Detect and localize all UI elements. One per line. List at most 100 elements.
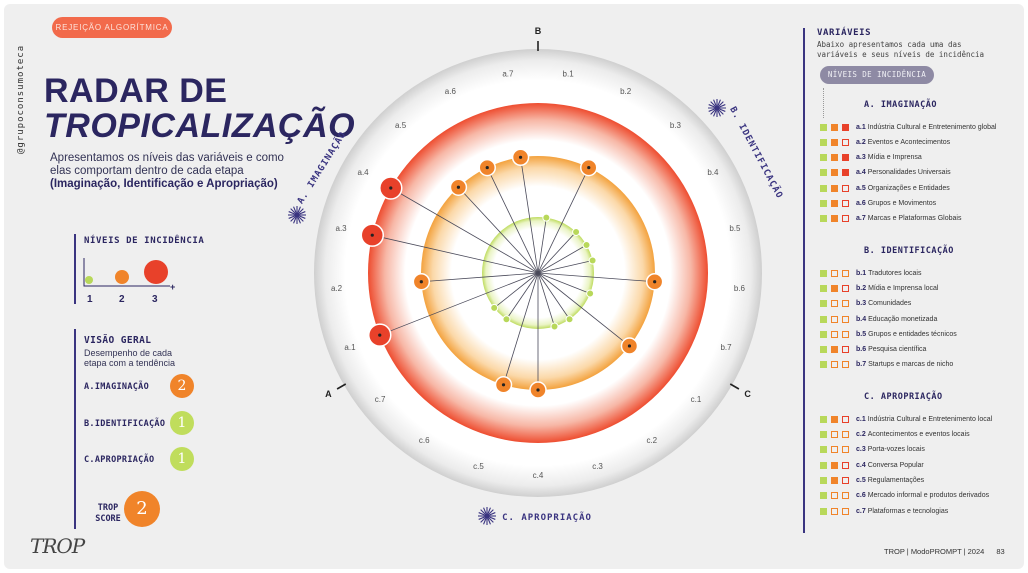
spoke-c.7	[493, 272, 539, 309]
variable-label: a.2 Eventos e Acontecimentos	[856, 138, 951, 146]
point-b.1	[542, 213, 551, 222]
level-square	[842, 330, 849, 338]
trop-score-badge: 2	[124, 491, 160, 527]
variable-label: a.4 Personalidades Universais	[856, 169, 951, 177]
point-b.7	[586, 289, 595, 298]
variable-label: b.7 Startups e marcas de nicho	[856, 361, 954, 369]
radar-axis-labels: b.1 b.2 b.3 b.4 b.5 b.6 b.7 c.1 c.2 c.3 c.4 c.5 c.6 c…	[331, 69, 746, 480]
spoke-c.2	[537, 272, 570, 320]
level-square	[820, 169, 827, 177]
levels-pill: NÍVEIS DE INCIDÊNCIA	[820, 66, 934, 84]
spoke-c.5	[503, 272, 539, 385]
divider-A	[336, 383, 347, 390]
level-square	[820, 315, 827, 323]
level-square	[820, 184, 827, 192]
point-center-b.6	[653, 280, 657, 284]
level-square	[831, 284, 838, 292]
spoke-b.3	[537, 231, 577, 274]
variable-label: c.6 Mercado informal e produtos derivado…	[856, 492, 990, 500]
level-square	[842, 284, 849, 292]
spoke-a.2	[421, 272, 539, 283]
level-1-dot	[85, 276, 93, 284]
level-square	[831, 446, 838, 454]
point-c.3	[550, 322, 559, 331]
sunburst-icon	[288, 206, 306, 224]
footer-text: TROP | ModoPROMPT | 2024	[884, 547, 985, 556]
variables-section-title: C. APROPRIAÇÃO	[864, 392, 943, 403]
overview-label-apropriacao: C.APROPRIAÇÃO	[84, 455, 155, 465]
level-square	[842, 200, 849, 207]
spoke-b.5	[537, 260, 593, 274]
variable-label: b.1 Tradutores locais	[856, 269, 922, 277]
axis-label-b.6: b.6	[734, 284, 746, 293]
level-square	[842, 138, 849, 146]
variable-row-b.5: b.5 Grupos e entidades técnicos	[820, 329, 957, 339]
level-square	[831, 461, 838, 469]
point-c.7	[490, 303, 499, 312]
divider-C	[729, 383, 740, 390]
level-square	[831, 415, 838, 423]
level-square	[842, 415, 849, 423]
overview-label-imaginacao: A.IMAGINAÇÃO	[84, 382, 150, 392]
radar-points	[360, 148, 664, 399]
overview-badge-identificacao: 1	[170, 411, 194, 435]
intro-paragraph: Apresentamos os níveis das variáveis e c…	[50, 152, 284, 177]
level-square	[831, 138, 838, 146]
axis-label-c.7: c.7	[375, 395, 386, 404]
variable-row-c.7: c.7 Plataformas e tecnologias	[820, 506, 948, 516]
axis-label-a.3: a.3	[336, 224, 348, 233]
spoke-c.3	[537, 272, 555, 327]
level-square	[831, 346, 838, 354]
overview-badge-imaginacao: 2	[170, 374, 194, 398]
axis-label-a.6: a.6	[445, 87, 457, 96]
variable-label: b.2 Mídia e Imprensa local	[856, 284, 939, 292]
spoke-b.1	[537, 217, 547, 274]
level-square	[842, 215, 849, 223]
level-square	[842, 269, 849, 277]
spoke-b.7	[537, 272, 591, 294]
divider	[74, 329, 76, 529]
level-square	[842, 346, 849, 354]
level-square	[842, 300, 849, 308]
level-square	[842, 123, 849, 131]
level-1-label: 1	[87, 294, 93, 305]
page-number: 83	[996, 547, 1005, 556]
axis-label-b.5: b.5	[729, 224, 741, 233]
level-square	[820, 507, 827, 515]
level-square	[842, 492, 849, 500]
variable-row-a.2: a.2 Eventos e Acontecimentos	[820, 137, 950, 147]
level-2-dot	[115, 270, 129, 284]
axis-label-a.7: a.7	[502, 69, 514, 78]
axis-label-a.2: a.2	[331, 284, 343, 293]
section-letter-C: C	[744, 389, 751, 399]
section-letter-A: A	[325, 389, 332, 399]
variables-title: VARIÁVEIS	[817, 28, 872, 38]
category-tag: REJEIÇÃO ALGORÍTMICA	[52, 17, 172, 38]
radar-chart: b.1 b.2 b.3 b.4 b.5 b.6 b.7 c.1 c.2 c.3 c.4 c.5 c.6 c…	[288, 26, 785, 525]
level-square	[820, 431, 827, 438]
point-center-a.7	[518, 155, 523, 159]
divider	[74, 234, 76, 304]
level-square	[820, 154, 827, 162]
axis-label-c.2: c.2	[646, 436, 657, 445]
spoke-a.1	[379, 272, 539, 336]
spoke-a.4	[390, 187, 539, 274]
axis-label-b.4: b.4	[707, 168, 719, 177]
point-center-a.4	[389, 186, 393, 190]
variable-label: b.6 Pesquisa científica	[856, 346, 927, 354]
level-square	[831, 154, 838, 162]
level-square	[831, 476, 838, 484]
variable-row-b.4: b.4 Educação monetizada	[820, 314, 937, 324]
intro-bold: (Imaginação, Identificação e Apropriação…	[50, 178, 278, 190]
variable-label: c.2 Acontecimentos e eventos locais	[856, 431, 970, 438]
level-square	[842, 507, 849, 515]
level-square	[820, 330, 827, 338]
level-square	[842, 431, 849, 438]
level-square	[831, 215, 838, 223]
axis-label-b.3: b.3	[670, 121, 682, 130]
variable-row-b.3: b.3 Comunidades	[820, 299, 911, 309]
variable-row-b.7: b.7 Startups e marcas de nicho	[820, 360, 953, 370]
axis-label-c.6: c.6	[419, 436, 430, 445]
axis-label-c.5: c.5	[473, 462, 484, 471]
sunburst-icon	[708, 99, 726, 117]
